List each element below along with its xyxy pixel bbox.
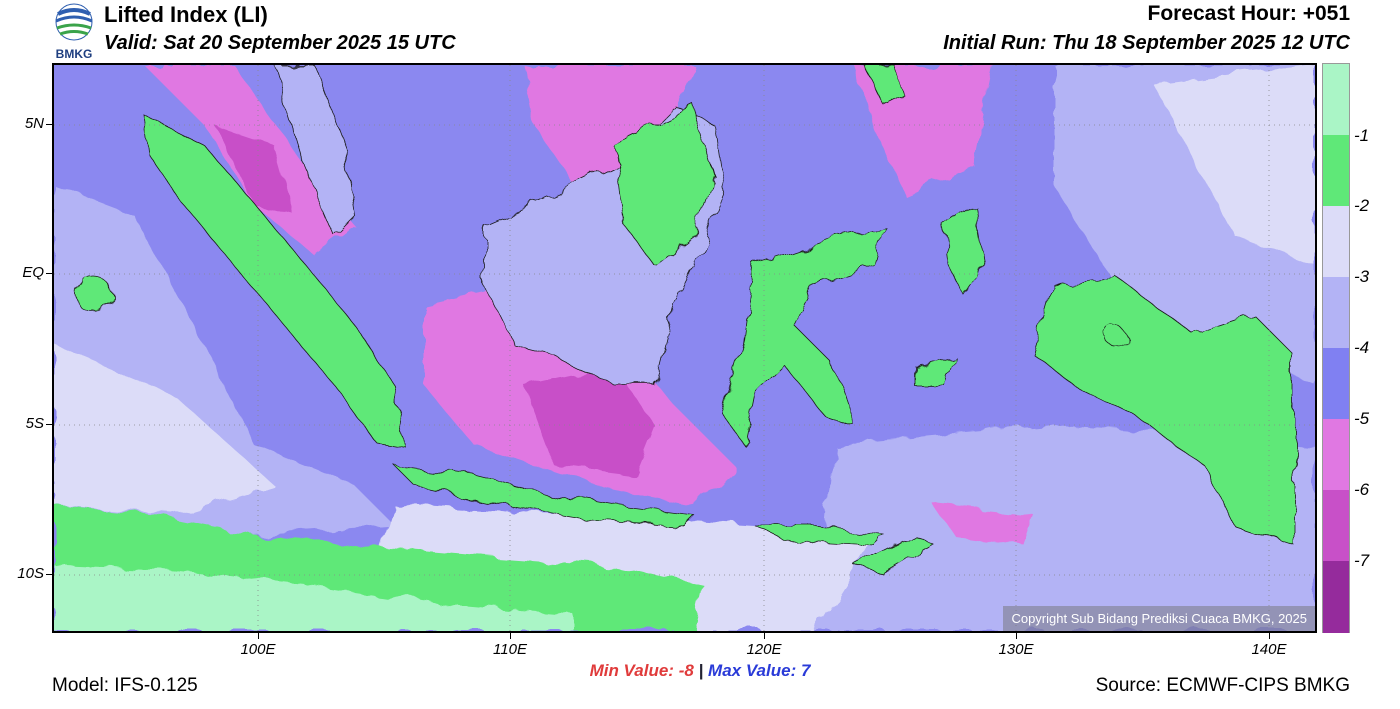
bmkg-logo: BMKG: [50, 2, 102, 61]
colorbar-segment: [1323, 64, 1349, 136]
map-title: Lifted Index (LI): [104, 2, 268, 27]
model-name: Model: IFS-0.125: [52, 675, 198, 696]
min-max-separator: |: [698, 661, 704, 680]
lat-tick: [46, 574, 52, 575]
lon-label-140e: 140E: [1251, 641, 1287, 658]
lat-label-10s: 10S: [17, 565, 44, 582]
lon-label-110e: 110E: [493, 641, 527, 658]
lat-label-5s: 5S: [25, 415, 44, 432]
lon-label-100e: 100E: [240, 641, 276, 658]
lat-tick: [46, 273, 52, 274]
colorbar-segment: [1323, 135, 1349, 207]
colorbar-label: -6: [1354, 480, 1370, 499]
data-source: Source: ECMWF-CIPS BMKG: [1095, 675, 1350, 696]
bmkg-logo-text: BMKG: [56, 47, 93, 60]
max-value: 7: [800, 661, 811, 680]
colorbar: [1322, 63, 1350, 633]
lifted-index-map: Copyright Sub Bidang Prediksi Cuaca BMKG…: [52, 63, 1317, 633]
colorbar-segment: [1323, 348, 1349, 420]
colorbar-label: -7: [1354, 551, 1370, 570]
lat-label-5n: 5N: [24, 115, 44, 132]
colorbar-label: -5: [1354, 409, 1370, 428]
lon-tick: [510, 633, 511, 639]
lat-tick: [46, 124, 52, 125]
colorbar-segment: [1323, 419, 1349, 491]
lon-label-130e: 130E: [998, 641, 1034, 658]
colorbar-segment: [1323, 490, 1349, 562]
lat-tick: [46, 424, 52, 425]
colorbar-label: -3: [1354, 267, 1370, 286]
colorbar-label: -2: [1354, 196, 1370, 215]
lat-label-eq: EQ: [22, 264, 44, 281]
initial-run: Initial Run: Thu 18 September 2025 12 UT…: [943, 32, 1350, 54]
colorbar-segment: [1323, 277, 1349, 349]
copyright-note: Copyright Sub Bidang Prediksi Cuaca BMKG…: [1003, 606, 1315, 631]
lon-label-120e: 120E: [746, 641, 782, 658]
lon-tick: [1016, 633, 1017, 639]
min-value-label: Min Value:: [589, 661, 674, 680]
map-canvas: [54, 65, 1315, 631]
valid-time: Valid: Sat 20 September 2025 15 UTC: [104, 32, 456, 54]
forecast-hour: Forecast Hour: +051: [1147, 2, 1351, 25]
colorbar-label: -1: [1354, 126, 1370, 145]
lon-tick: [1269, 633, 1270, 639]
max-value-label: Max Value:: [708, 661, 797, 680]
lon-tick: [258, 633, 259, 639]
colorbar-label: -4: [1354, 338, 1370, 357]
colorbar-segment: [1323, 561, 1349, 633]
min-value: -8: [678, 661, 694, 680]
lon-tick: [764, 633, 765, 639]
colorbar-segment: [1323, 206, 1349, 278]
min-max-values: Min Value: -8 | Max Value: 7: [0, 661, 1400, 681]
